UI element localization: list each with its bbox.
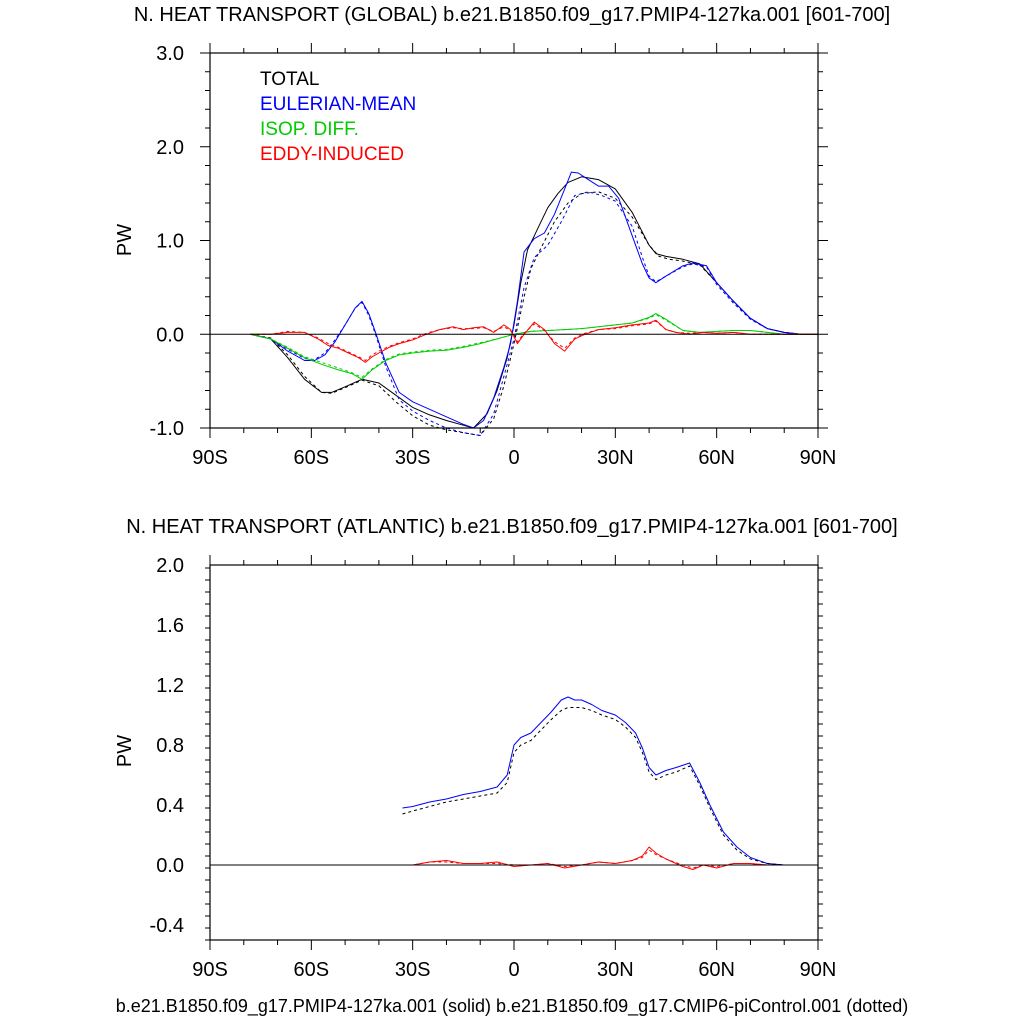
- plot-frame: [209, 564, 819, 941]
- atlantic-heat-transport-panel: N. HEAT TRANSPORT (ATLANTIC) b.e21.B1850…: [114, 516, 898, 981]
- y-axis-label: PW: [114, 224, 136, 256]
- y-tick-label: 0.0: [156, 855, 184, 877]
- y-tick-label: -0.4: [150, 915, 184, 937]
- legend-entry: TOTAL: [260, 69, 319, 90]
- legend-entry: EULERIAN-MEAN: [260, 94, 416, 115]
- x-tick-label: 90S: [192, 959, 228, 981]
- global-heat-transport-panel: N. HEAT TRANSPORT (GLOBAL) b.e21.B1850.f…: [114, 4, 890, 469]
- x-tick-label: 60S: [294, 447, 330, 469]
- y-tick-label: 0.4: [156, 795, 184, 817]
- series-line: [402, 707, 818, 866]
- x-tick-label: 90S: [192, 447, 228, 469]
- legend-entry: EDDY-INDUCED: [260, 144, 404, 165]
- x-tick-label: 60N: [698, 959, 735, 981]
- y-tick-label: 1.6: [156, 615, 184, 637]
- x-tick-label: 0: [508, 959, 519, 981]
- x-tick-label: 0: [508, 447, 519, 469]
- y-tick-label: 0.8: [156, 735, 184, 757]
- series-line: [250, 319, 818, 363]
- series-line: [250, 191, 818, 436]
- series-line: [402, 846, 818, 870]
- footer-caption: b.e21.B1850.f09_g17.PMIP4-127ka.001 (sol…: [116, 996, 909, 1017]
- chart-title: N. HEAT TRANSPORT (GLOBAL) b.e21.B1850.f…: [134, 4, 890, 26]
- y-tick-label: 1.2: [156, 675, 184, 697]
- x-tick-label: 30N: [597, 959, 634, 981]
- y-tick-label: 2.0: [156, 555, 184, 577]
- series-line: [250, 320, 818, 361]
- x-tick-label: 60S: [294, 959, 330, 981]
- x-tick-label: 90N: [800, 959, 837, 981]
- y-tick-label: 0.0: [156, 324, 184, 346]
- series-line: [250, 191, 818, 436]
- x-tick-label: 30S: [395, 959, 431, 981]
- series-line: [250, 171, 818, 429]
- legend-entry: ISOP. DIFF.: [260, 119, 359, 140]
- x-tick-label: 30N: [597, 447, 634, 469]
- series-line: [402, 696, 818, 866]
- y-tick-label: 3.0: [156, 43, 184, 65]
- y-tick-label: 1.0: [156, 231, 184, 253]
- chart-title: N. HEAT TRANSPORT (ATLANTIC) b.e21.B1850…: [126, 516, 898, 538]
- x-tick-label: 30S: [395, 447, 431, 469]
- x-tick-label: 60N: [698, 447, 735, 469]
- y-axis-label: PW: [114, 735, 136, 767]
- y-tick-label: 2.0: [156, 137, 184, 159]
- y-tick-label: -1.0: [150, 418, 184, 440]
- x-tick-label: 90N: [800, 447, 837, 469]
